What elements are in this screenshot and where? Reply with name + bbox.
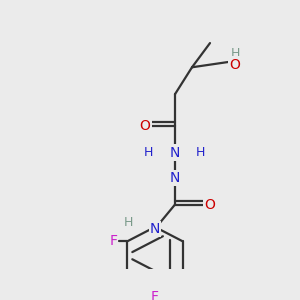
- Text: H: H: [230, 47, 240, 60]
- Text: O: O: [230, 58, 240, 72]
- Text: H: H: [195, 146, 205, 159]
- Text: N: N: [170, 171, 180, 184]
- Text: N: N: [170, 146, 180, 160]
- Text: N: N: [150, 222, 160, 236]
- Text: O: O: [140, 118, 150, 133]
- Text: O: O: [205, 197, 215, 212]
- Text: F: F: [109, 234, 117, 248]
- Text: H: H: [123, 216, 133, 229]
- Text: F: F: [151, 290, 159, 300]
- Text: H: H: [143, 146, 153, 159]
